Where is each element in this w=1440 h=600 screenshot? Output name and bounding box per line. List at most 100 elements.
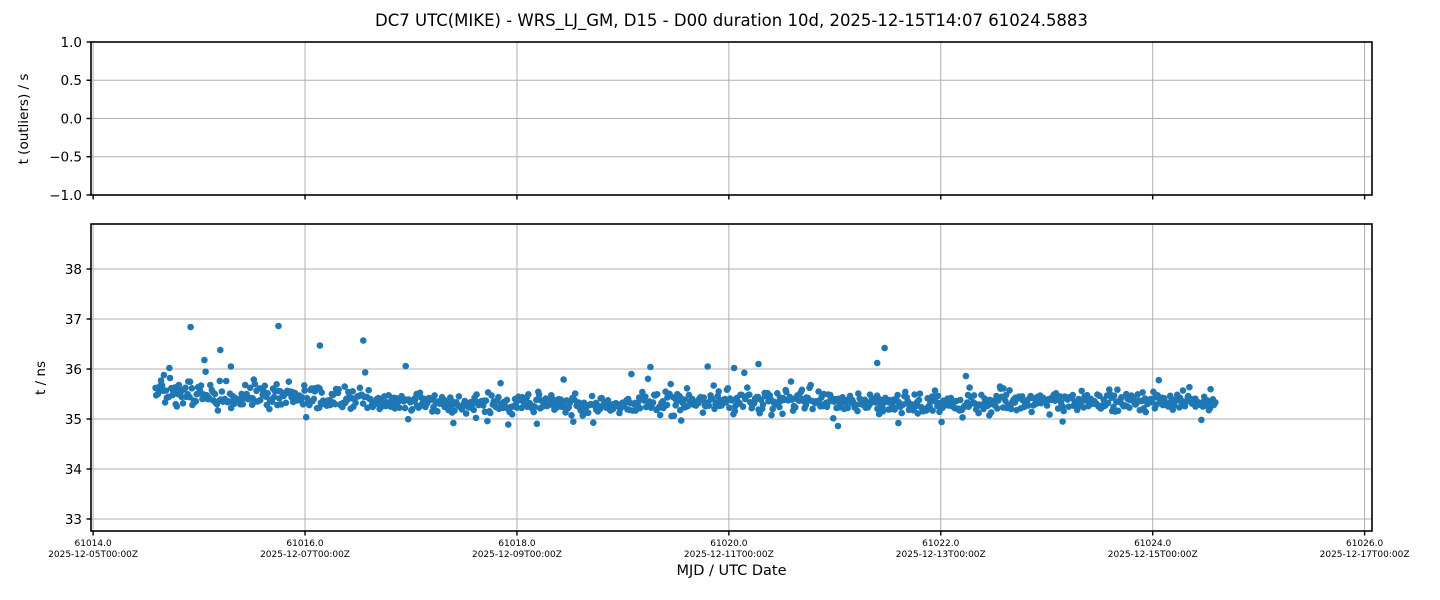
data-point — [166, 374, 174, 382]
data-point — [1142, 408, 1149, 416]
data-point — [1006, 387, 1013, 394]
data-point — [411, 396, 419, 404]
data-point — [1118, 394, 1125, 401]
y-tick-label-38-t-panel: 38 — [65, 262, 82, 278]
data-point — [1114, 386, 1121, 394]
chart-title: DC7 UTC(MIKE) - WRS_LJ_GM, D15 - D00 dur… — [375, 11, 1088, 30]
data-point — [302, 413, 310, 421]
data-point — [900, 401, 907, 408]
y-tick-label-0.5-outliers-panel: 0.5 — [61, 73, 82, 89]
y-tick-label-1.0-outliers-panel: 1.0 — [61, 35, 82, 51]
data-point — [404, 415, 412, 423]
data-point — [1204, 397, 1211, 404]
data-point — [434, 408, 441, 415]
data-point — [894, 391, 901, 399]
data-point — [768, 411, 775, 419]
data-point — [335, 386, 342, 393]
data-point — [644, 375, 652, 383]
y-tick-label-34-t-panel: 34 — [65, 462, 82, 478]
data-point — [285, 378, 293, 386]
data-point — [959, 414, 966, 421]
data-point — [938, 418, 945, 426]
data-point — [361, 369, 369, 376]
data-point — [898, 409, 905, 417]
data-point — [222, 377, 230, 385]
data-point — [356, 384, 364, 392]
data-point — [710, 382, 717, 389]
data-point — [349, 388, 357, 395]
data-point — [469, 401, 476, 408]
data-point — [1000, 385, 1007, 392]
data-point — [739, 403, 747, 411]
data-point — [473, 391, 480, 398]
data-point — [531, 403, 539, 411]
data-point — [192, 398, 200, 405]
data-point — [590, 419, 597, 427]
data-point — [158, 382, 166, 389]
data-point — [653, 391, 661, 398]
data-point — [1059, 418, 1066, 425]
data-point — [667, 380, 674, 388]
data-point — [455, 393, 463, 400]
y-tick-label-33-t-panel: 33 — [65, 512, 82, 528]
data-point — [508, 411, 516, 418]
data-point — [197, 382, 205, 389]
data-point — [881, 344, 888, 352]
data-point — [160, 371, 168, 379]
data-point — [482, 397, 490, 405]
data-point — [246, 384, 254, 392]
data-point — [724, 385, 732, 392]
data-point — [227, 363, 235, 370]
data-point — [927, 398, 934, 406]
data-point — [318, 389, 326, 396]
data-point — [298, 393, 305, 401]
data-point — [588, 392, 596, 400]
x-tick-label-mjd-61014.0: 61014.0 — [75, 539, 112, 549]
x-tick-label-date-61014.0: 2025-12-05T00:00Z — [48, 550, 138, 560]
data-point — [987, 409, 995, 416]
data-point — [874, 405, 881, 413]
data-point — [783, 388, 790, 396]
data-point — [497, 379, 504, 387]
data-point — [241, 381, 249, 389]
data-point — [530, 408, 537, 416]
data-point — [179, 400, 187, 407]
data-point — [1179, 387, 1187, 394]
data-point — [1028, 408, 1035, 416]
data-point — [1069, 391, 1077, 399]
x-tick-label-date-61024.0: 2025-12-15T00:00Z — [1108, 550, 1198, 560]
data-point — [462, 410, 470, 417]
x-tick-label-date-61022.0: 2025-12-13T00:00Z — [896, 550, 986, 560]
data-point — [792, 404, 799, 411]
data-point — [798, 386, 806, 394]
data-point — [273, 381, 280, 388]
data-point — [282, 399, 290, 407]
data-point — [1096, 392, 1103, 400]
y-tick-label-−0.5-outliers-panel: −0.5 — [49, 150, 82, 166]
data-point — [173, 403, 181, 410]
axes-frame-outliers-panel — [90, 41, 1373, 196]
data-point — [201, 356, 208, 364]
data-point — [962, 372, 970, 380]
data-point — [755, 360, 762, 368]
data-point — [331, 400, 339, 408]
data-point — [705, 402, 713, 410]
data-point — [182, 384, 189, 392]
x-tick-label-mjd-61016.0: 61016.0 — [286, 539, 323, 549]
data-point — [166, 364, 173, 372]
data-point — [560, 376, 567, 383]
data-point — [670, 412, 678, 420]
data-point — [873, 359, 881, 367]
data-point — [975, 409, 982, 417]
data-point — [1123, 390, 1130, 398]
data-point — [741, 369, 748, 377]
data-point — [966, 384, 973, 391]
data-point — [248, 401, 256, 409]
data-point — [731, 407, 739, 415]
data-point — [844, 404, 851, 412]
data-point — [1043, 402, 1051, 409]
data-point — [929, 407, 936, 414]
data-point — [934, 392, 942, 400]
x-tick-label-date-61016.0: 2025-12-07T00:00Z — [260, 550, 350, 560]
data-point — [175, 381, 183, 389]
